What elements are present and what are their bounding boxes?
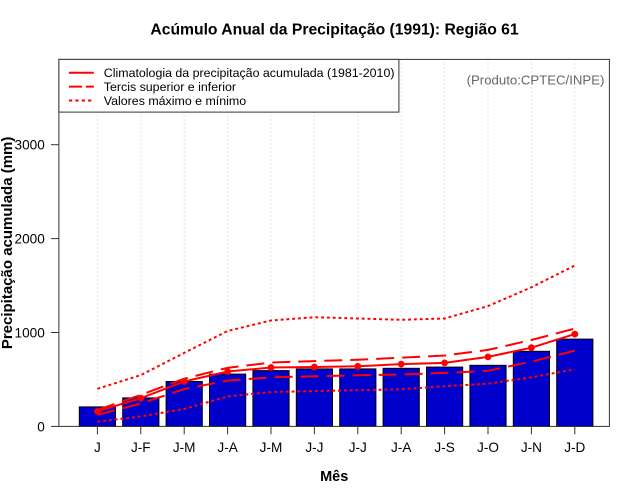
svg-text:J-M: J-M [173, 440, 196, 455]
svg-text:Climatologia da precipitação a: Climatologia da precipitação acumulada (… [104, 66, 395, 80]
svg-text:3000: 3000 [15, 138, 46, 153]
svg-text:J-A: J-A [217, 440, 238, 455]
svg-text:J-J: J-J [349, 440, 367, 455]
svg-text:2000: 2000 [15, 232, 46, 247]
svg-text:J-F: J-F [131, 440, 151, 455]
svg-text:J: J [94, 440, 101, 455]
svg-text:J-N: J-N [521, 440, 542, 455]
svg-text:Mês: Mês [320, 469, 348, 485]
svg-text:J-D: J-D [564, 440, 585, 455]
svg-text:J-S: J-S [434, 440, 454, 455]
svg-text:Tercis superior e inferior: Tercis superior e inferior [104, 80, 236, 94]
svg-text:J-J: J-J [305, 440, 323, 455]
svg-text:J-A: J-A [391, 440, 412, 455]
svg-text:J-M: J-M [260, 440, 283, 455]
svg-text:(Produto:CPTEC/INPE): (Produto:CPTEC/INPE) [467, 73, 605, 88]
svg-text:1000: 1000 [15, 326, 46, 341]
svg-text:Precipitação acumulada (mm): Precipitação acumulada (mm) [0, 137, 16, 350]
svg-text:0: 0 [37, 419, 45, 434]
svg-text:Acúmulo Anual da Precipitação: Acúmulo Anual da Precipitação (1991): Re… [150, 22, 518, 39]
svg-text:Valores máximo e mínimo: Valores máximo e mínimo [104, 94, 246, 108]
svg-text:J-O: J-O [477, 440, 499, 455]
